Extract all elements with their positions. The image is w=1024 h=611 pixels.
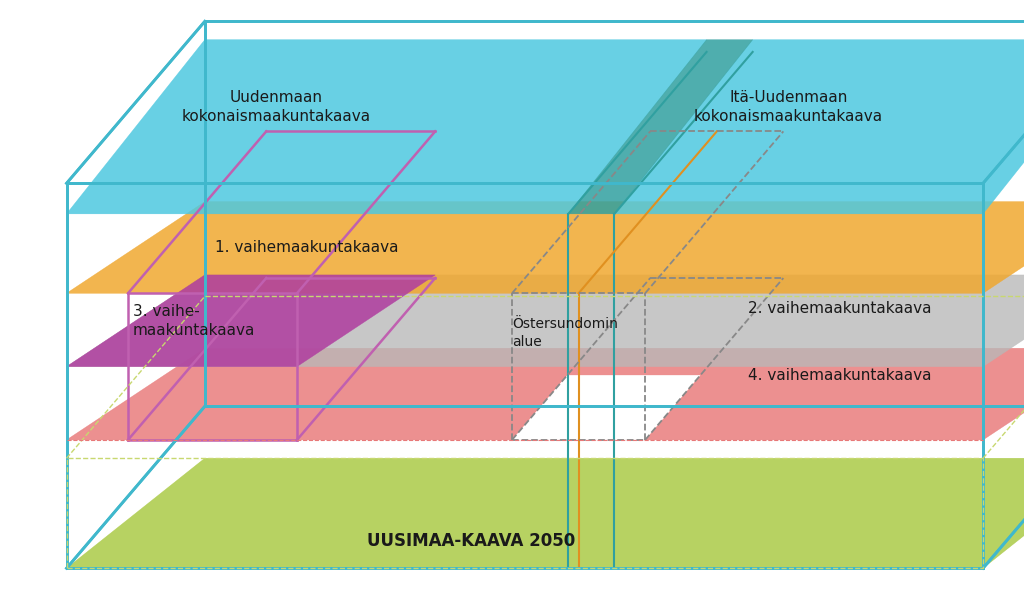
- Text: 3. vaihe-
maakuntakaava: 3. vaihe- maakuntakaava: [133, 304, 256, 337]
- Polygon shape: [67, 40, 707, 214]
- Polygon shape: [67, 275, 1024, 367]
- Polygon shape: [512, 375, 700, 440]
- Polygon shape: [67, 202, 1024, 293]
- Text: Uudenmaan
kokonaismaakuntakaava: Uudenmaan kokonaismaakuntakaava: [182, 90, 371, 123]
- Polygon shape: [67, 275, 435, 367]
- Text: 4. vaihemaakuntakaava: 4. vaihemaakuntakaava: [748, 368, 931, 383]
- Text: 2. vaihemaakuntakaava: 2. vaihemaakuntakaava: [748, 301, 931, 316]
- Text: 1. vaihemaakuntakaava: 1. vaihemaakuntakaava: [215, 240, 398, 255]
- Polygon shape: [568, 40, 753, 214]
- Polygon shape: [67, 458, 1024, 568]
- Text: Östersundomin
alue: Östersundomin alue: [512, 317, 617, 349]
- Polygon shape: [67, 348, 1024, 440]
- Text: Itä-Uudenmaan
kokonaismaakuntakaava: Itä-Uudenmaan kokonaismaakuntakaava: [694, 90, 883, 123]
- Text: UUSIMAA-KAAVA 2050: UUSIMAA-KAAVA 2050: [367, 532, 575, 550]
- Polygon shape: [614, 40, 1024, 214]
